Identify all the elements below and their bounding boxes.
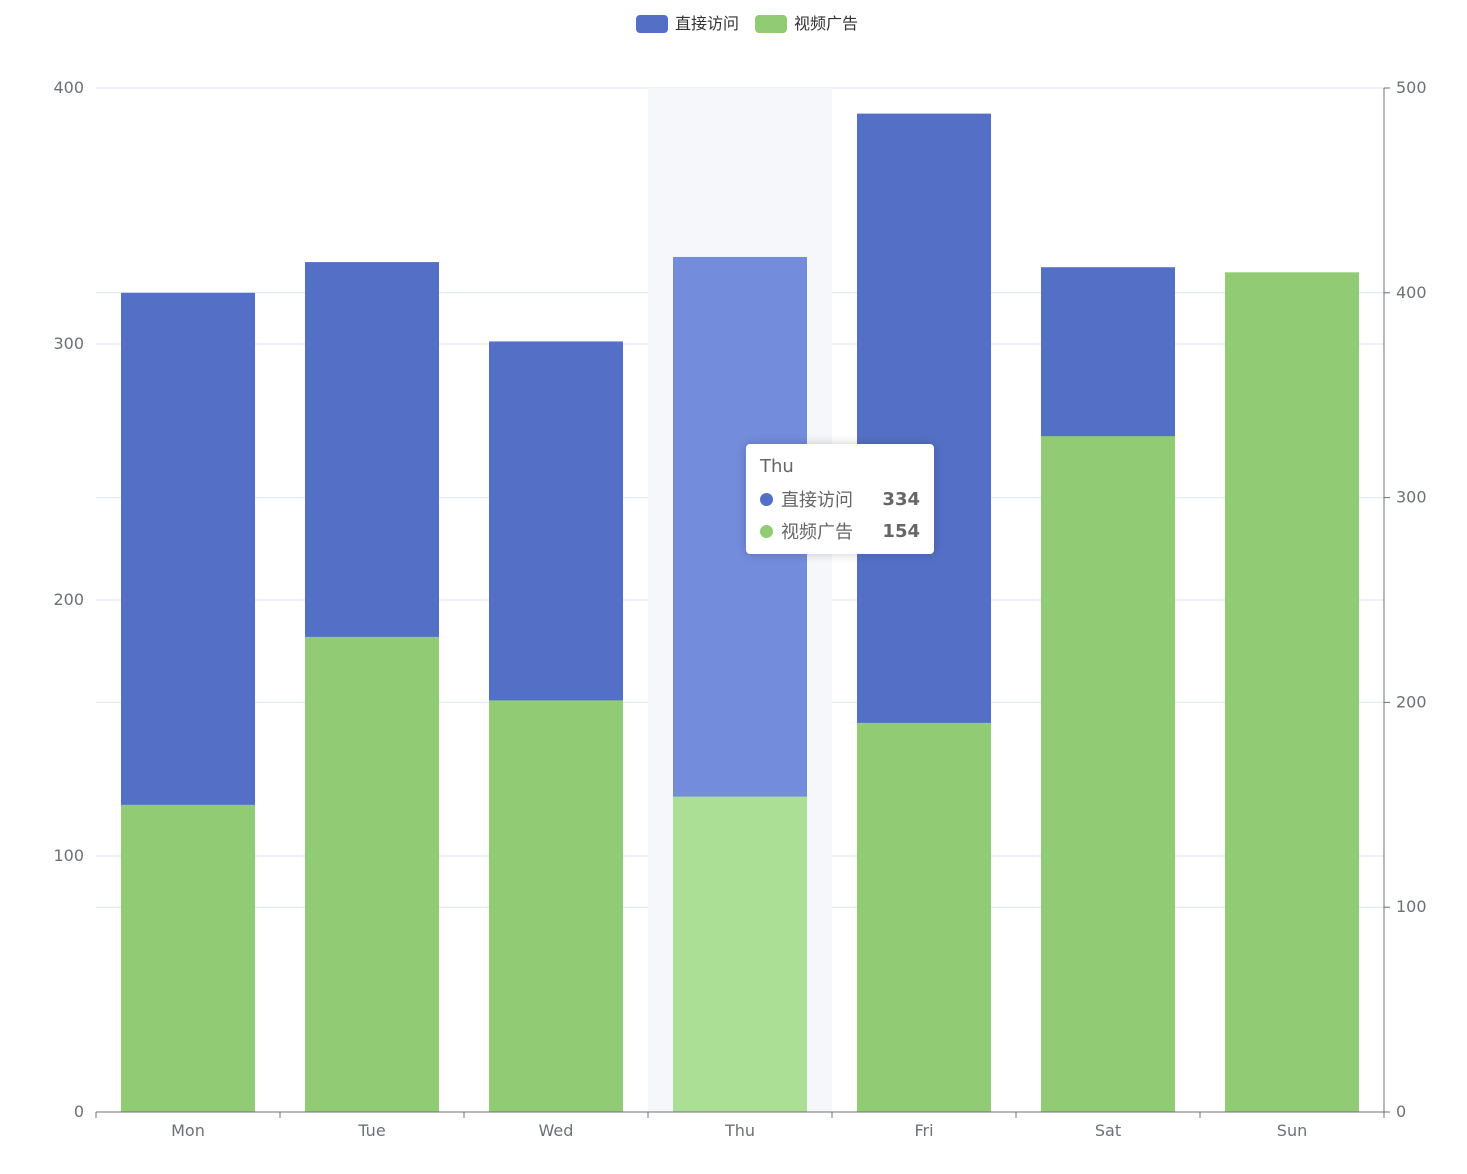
- x-tick-label: Thu: [724, 1121, 755, 1140]
- legend-swatch: [636, 15, 668, 33]
- legend-label: 视频广告: [794, 14, 858, 33]
- y-right-tick-label: 100: [1396, 897, 1427, 916]
- x-tick-label: Wed: [539, 1121, 574, 1140]
- legend-label: 直接访问: [675, 14, 739, 33]
- x-tick-label: Sat: [1095, 1121, 1121, 1140]
- legend-swatch: [755, 15, 787, 33]
- x-tick-label: Fri: [914, 1121, 933, 1140]
- y-left-tick-label: 0: [74, 1102, 84, 1121]
- tooltip-row-direct: 直接访问 334: [760, 483, 920, 515]
- y-left-tick-label: 400: [53, 78, 84, 97]
- tooltip: Thu 直接访问 334 视频广告 154: [746, 444, 934, 554]
- bars: [121, 113, 1359, 1113]
- y-right-tick-label: 300: [1396, 488, 1427, 507]
- x-tick-label: Mon: [171, 1121, 205, 1140]
- y-left-tick-label: 100: [53, 846, 84, 865]
- tooltip-name-video: 视频广告: [781, 522, 853, 543]
- axes: Mon Tue Wed Thu Fri Sat Sun 0 100 200 300 400 0 100 20…: [53, 78, 1426, 1140]
- tooltip-name-direct: 直接访问: [781, 490, 853, 511]
- legend[interactable]: 直接访问 视频广告: [636, 14, 858, 33]
- tooltip-dot-direct: [760, 492, 773, 506]
- tooltip-value-video: 154: [882, 520, 920, 542]
- bar-video-sat: [1041, 436, 1175, 1112]
- y-right-tick-label: 0: [1396, 1102, 1406, 1121]
- legend-item[interactable]: 直接访问: [636, 14, 739, 33]
- y-left-tick-label: 300: [53, 334, 84, 353]
- tooltip-title: Thu: [760, 456, 794, 477]
- x-tick-label: Sun: [1277, 1121, 1307, 1140]
- legend-item[interactable]: 视频广告: [755, 14, 858, 33]
- tooltip-value-direct: 334: [882, 488, 920, 510]
- y-right-tick-label: 400: [1396, 283, 1427, 302]
- y-right-tick-label: 500: [1396, 78, 1427, 97]
- y-right-tick-label: 200: [1396, 692, 1427, 711]
- bar-video-tue: [305, 636, 439, 1112]
- x-tick-label: Tue: [357, 1121, 385, 1140]
- bar-video-sun: [1225, 272, 1359, 1112]
- tooltip-dot-video: [760, 524, 773, 538]
- tooltip-row-video: 视频广告 154: [760, 515, 920, 547]
- bar-video-thu: [673, 796, 807, 1112]
- bar-video-mon: [121, 804, 255, 1112]
- bar-video-fri: [857, 722, 991, 1112]
- y-left-tick-label: 200: [53, 590, 84, 609]
- bar-video-wed: [489, 700, 623, 1112]
